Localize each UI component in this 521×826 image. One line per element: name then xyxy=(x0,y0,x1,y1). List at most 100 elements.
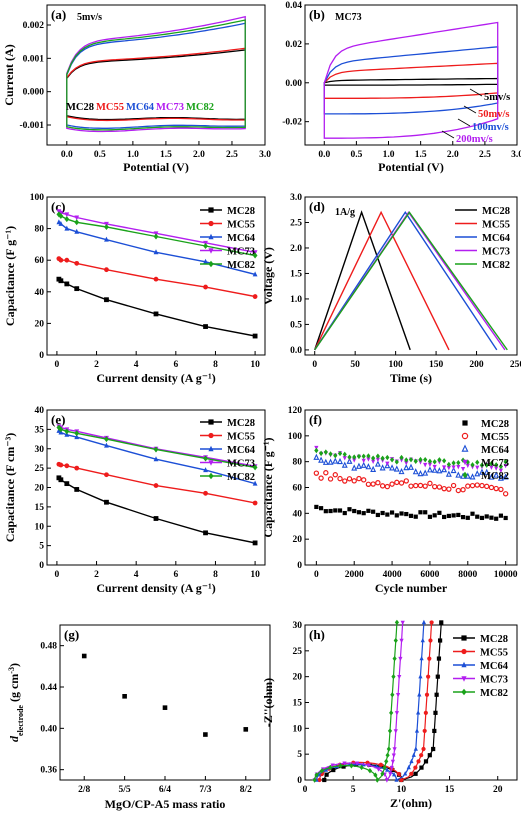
cycle-point xyxy=(418,456,423,463)
y-tick-label: 0.000 xyxy=(23,88,45,98)
x-tick-label: 1.0 xyxy=(383,150,395,160)
cv-loop-mc73 xyxy=(66,15,246,133)
x-axis-title: Current density (A g⁻¹) xyxy=(96,581,215,595)
legend-label: MC64 xyxy=(126,102,155,113)
legend-label: MC82 xyxy=(481,471,509,482)
impedance-point xyxy=(399,638,404,644)
impedance-point xyxy=(439,620,444,625)
y-tick-label: 0.5 xyxy=(290,320,302,330)
cycle-point xyxy=(427,480,433,487)
cycle-point xyxy=(450,482,457,489)
x-tick-label: 8 xyxy=(213,570,218,580)
data-point xyxy=(104,499,109,505)
panel-b-cv-mc73: 0.0 0.5 1.0 1.5 2.0 2.5 3.0 -0.02 0.00 0.02 0.04 Po… xyxy=(282,1,521,174)
legend-label: MC28 xyxy=(480,634,508,645)
data-point xyxy=(203,324,208,329)
x-tick-label: 4000 xyxy=(383,570,402,580)
cycle-point xyxy=(460,515,466,520)
plot-frame xyxy=(304,196,518,356)
cycle-point xyxy=(323,449,328,455)
cycle-point xyxy=(313,470,320,476)
legend-label: MC73 xyxy=(156,102,184,113)
impedance-point xyxy=(433,710,438,715)
impedance-point xyxy=(403,771,408,776)
y-tick-label: 0.002 xyxy=(23,21,45,31)
impedance-point xyxy=(406,764,411,770)
cycle-point xyxy=(393,465,400,472)
data-point xyxy=(203,258,208,264)
plot-frame xyxy=(46,4,266,146)
cycle-point xyxy=(408,513,414,518)
cycle-point xyxy=(379,464,386,471)
impedance-point xyxy=(319,768,325,774)
cycle-point xyxy=(470,462,475,468)
impedance-point xyxy=(429,620,434,625)
legend-marker xyxy=(462,459,468,466)
cycle-point xyxy=(493,485,499,492)
cycle-point xyxy=(450,466,457,474)
impedance-point xyxy=(438,638,443,643)
impedance-point xyxy=(409,758,414,764)
legend-label: MC82 xyxy=(227,472,255,483)
x-tick-label: 100 xyxy=(389,360,404,370)
cycle-point xyxy=(489,465,494,470)
x-tick-label: 2.0 xyxy=(193,150,205,160)
impedance-point xyxy=(317,777,322,783)
cycle-point xyxy=(488,484,495,491)
cycle-point xyxy=(456,512,461,518)
impedance-point xyxy=(349,763,354,769)
data-point xyxy=(252,333,258,339)
cycle-point xyxy=(432,459,437,465)
y-tick-label: 25 xyxy=(35,464,45,474)
cycle-point xyxy=(431,466,438,473)
y-tick-label: 1.0 xyxy=(290,295,302,305)
cycle-point xyxy=(318,506,324,511)
panel-label: (e) xyxy=(51,412,65,427)
data-point xyxy=(203,530,208,536)
cycle-point xyxy=(333,508,338,513)
cycle-point xyxy=(337,450,343,457)
legend-label: MC73 xyxy=(482,247,510,258)
x-tick-label: 0 xyxy=(303,785,308,795)
y-title-part: ) xyxy=(7,663,21,667)
y-tick-label: 80 xyxy=(293,458,303,468)
cycle-point xyxy=(498,513,504,518)
data-point xyxy=(104,436,109,443)
impedance-point xyxy=(396,771,401,777)
x-tick-label: 2/8 xyxy=(78,785,90,795)
legend-marker xyxy=(461,444,469,452)
cv-loop-5mv/s xyxy=(323,77,499,86)
series-line-mc64 xyxy=(58,430,256,485)
y-title-part: electrode xyxy=(16,705,25,736)
legend-marker xyxy=(461,432,469,440)
cycle-point xyxy=(479,462,485,468)
legend-label: MC64 xyxy=(227,445,256,456)
y-tick-label: 2.0 xyxy=(290,244,302,254)
data-point xyxy=(104,297,109,303)
impedance-point xyxy=(414,728,420,733)
cycle-point xyxy=(323,470,329,476)
impedance-point xyxy=(434,692,439,697)
plot-frame xyxy=(59,624,271,781)
impedance-point xyxy=(435,674,440,679)
legend-marker xyxy=(462,471,468,479)
x-tick-label: 0.0 xyxy=(318,150,330,160)
cycle-point xyxy=(437,510,442,515)
impedance-point xyxy=(378,762,383,767)
x-tick-label: 200 xyxy=(469,360,484,370)
gcd-curve-mc73 xyxy=(314,211,506,351)
cycle-point xyxy=(360,477,367,483)
y-title-part: (g cm xyxy=(7,674,21,705)
cycle-point xyxy=(427,458,433,465)
cycle-point xyxy=(356,475,362,482)
x-tick-label: 1.0 xyxy=(127,150,139,160)
cycle-point xyxy=(342,478,348,484)
x-axis-title: Potential (V) xyxy=(123,160,189,174)
cycle-point xyxy=(322,458,329,465)
cycle-point xyxy=(445,470,452,477)
x-tick-label: 2.5 xyxy=(479,150,491,160)
legend-label: MC64 xyxy=(481,445,510,456)
nyquist-curve-mc82 xyxy=(314,622,398,782)
callout-line xyxy=(463,105,477,114)
